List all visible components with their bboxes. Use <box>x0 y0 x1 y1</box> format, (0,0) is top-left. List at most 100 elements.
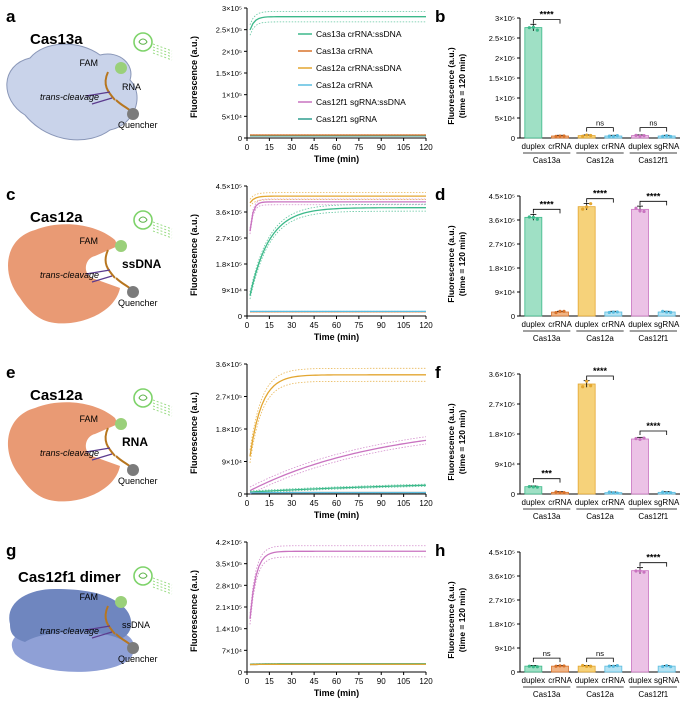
significance-label: ns <box>596 119 604 128</box>
series-upper-bound <box>249 436 427 488</box>
cleavage-label: trans-cleavage <box>40 92 99 102</box>
y-axis-label: Fluorescence (a.u.) <box>446 47 456 125</box>
glow-bubble <box>133 388 153 408</box>
x-tick-label: 90 <box>377 321 386 330</box>
enzyme-label: Cas12a <box>30 209 83 226</box>
y-tick-label: 1.8×10⁵ <box>216 260 242 269</box>
panel-row-c: c d Cas12a FAM trans-cleavage ssDNA Quencher 0 9… <box>6 182 680 343</box>
series-line <box>249 550 426 619</box>
fam-dot <box>115 62 127 74</box>
data-point <box>581 207 585 211</box>
group-label: Cas13a <box>533 512 561 521</box>
enzyme-label: Cas12f1 dimer <box>18 569 121 586</box>
glow-ray <box>152 46 173 55</box>
glow-icon <box>138 38 148 45</box>
data-point <box>634 133 638 137</box>
data-point <box>589 664 593 668</box>
line-chart-a: 0 5×10⁴ 1×10⁵ 1.5×10⁵ 2×10⁵ 2.5×10⁵ 3×10⁵ 0 15 30… <box>189 4 433 164</box>
group-label: Cas12a <box>586 156 614 165</box>
line-chart-e: 0 9×10⁴ 1.8×10⁵ 2.7×10⁵ 3.6×10⁵ 0 15 30 45 60 75 90… <box>189 360 433 520</box>
data-point <box>611 664 615 668</box>
data-point <box>562 490 566 495</box>
significance-label: ns <box>596 649 604 658</box>
y-tick-label: 3.6×10⁵ <box>216 208 242 217</box>
glow-ray <box>152 224 173 233</box>
reporter-strand <box>104 427 116 457</box>
substrate-label: ssDNA <box>122 257 162 271</box>
data-point <box>665 664 669 668</box>
cleavage-label: trans-cleavage <box>40 626 99 636</box>
group-label: Cas12a <box>586 690 614 699</box>
x-tick-label: 90 <box>377 499 386 508</box>
schematic-3: Cas12f1 dimer FAM trans-cleavage ssDNA Quenc… <box>9 566 173 672</box>
data-point <box>554 490 558 494</box>
y-axis-label-2: (time = 120 min) <box>457 588 467 653</box>
glow-icon <box>138 394 148 401</box>
bar <box>524 27 543 139</box>
y-tick-label: 0 <box>238 668 242 677</box>
legend-label: Cas12a crRNA:ssDNA <box>316 63 402 73</box>
series-lower-bound <box>249 21 426 36</box>
x-tick-label: 120 <box>419 677 433 686</box>
enzyme-shape <box>8 402 120 502</box>
y-tick-label: 2.5×10⁵ <box>489 34 515 43</box>
data-point <box>527 664 531 668</box>
group-label: Cas12a <box>586 334 614 343</box>
x-tick-label: 45 <box>310 143 319 152</box>
y-axis-label: Fluorescence (a.u.) <box>189 570 199 652</box>
x-axis-label: Time (min) <box>314 154 359 164</box>
quencher-dot <box>127 286 139 298</box>
significance-bracket <box>639 430 668 435</box>
panel-letter: b <box>435 7 445 26</box>
y-tick-label: 1×10⁵ <box>222 91 242 100</box>
bar-label: crRNA <box>548 676 572 685</box>
significance-bracket <box>586 375 614 380</box>
x-tick-label: 75 <box>354 677 363 686</box>
glow-ray <box>152 577 173 586</box>
x-tick-label: 75 <box>354 321 363 330</box>
y-tick-label: 1.5×10⁵ <box>216 69 242 78</box>
data-point <box>638 209 642 213</box>
x-tick-label: 0 <box>245 143 250 152</box>
y-tick-label: 2.7×10⁵ <box>216 393 242 402</box>
glow-ray <box>152 230 173 239</box>
x-tick-label: 15 <box>265 677 274 686</box>
y-tick-label: 0 <box>511 312 515 321</box>
group-label: Cas12a <box>586 512 614 521</box>
data-point <box>535 28 539 32</box>
y-axis-label: Fluorescence (a.u.) <box>189 36 199 118</box>
y-tick-label: 1.8×10⁵ <box>216 425 242 434</box>
bar-chart-b: 0 5×10⁴ 1×10⁵ 1.5×10⁵ 2×10⁵ 2.5×10⁵ 3×10⁵ Fluor… <box>446 10 680 165</box>
y-tick-label: 9×10⁴ <box>495 644 515 653</box>
glow-icon <box>138 216 148 223</box>
glow-ray <box>152 227 173 236</box>
panel-letter: g <box>6 541 16 560</box>
data-point <box>661 490 665 494</box>
bar-label: sgRNA <box>654 498 680 507</box>
data-point <box>607 134 611 138</box>
data-point <box>638 134 642 138</box>
x-tick-label: 30 <box>287 677 296 686</box>
substrate-label: RNA <box>122 435 148 449</box>
y-tick-label: 3.6×10⁵ <box>489 572 515 581</box>
y-tick-label: 1.5×10⁵ <box>489 74 515 83</box>
bar <box>577 206 596 317</box>
series-line <box>249 374 427 457</box>
significance-label: **** <box>646 191 661 201</box>
bar-chart-f: 0 9×10⁴ 1.8×10⁵ 2.7×10⁵ 3.6×10⁵ Fluorescence … <box>446 366 680 521</box>
series-lower-bound <box>249 556 426 625</box>
legend-label: Cas13a crRNA <box>316 46 373 56</box>
significance-label: ns <box>543 649 551 658</box>
cleavage-scissors <box>85 625 113 639</box>
glow-ray <box>152 580 173 589</box>
group-label: Cas13a <box>533 690 561 699</box>
y-tick-label: 2×10⁵ <box>495 54 515 63</box>
series-line <box>249 201 426 232</box>
substrate-label: ssDNA <box>122 620 150 630</box>
cleavage-scissors <box>85 447 113 461</box>
x-tick-label: 60 <box>332 143 341 152</box>
data-point <box>558 490 562 495</box>
data-point <box>665 491 669 495</box>
panel-row-a: a b Cas13a FAM trans-cleavage RNA Quencher 0 5×1… <box>6 4 680 165</box>
quencher-label: Quencher <box>118 476 158 486</box>
